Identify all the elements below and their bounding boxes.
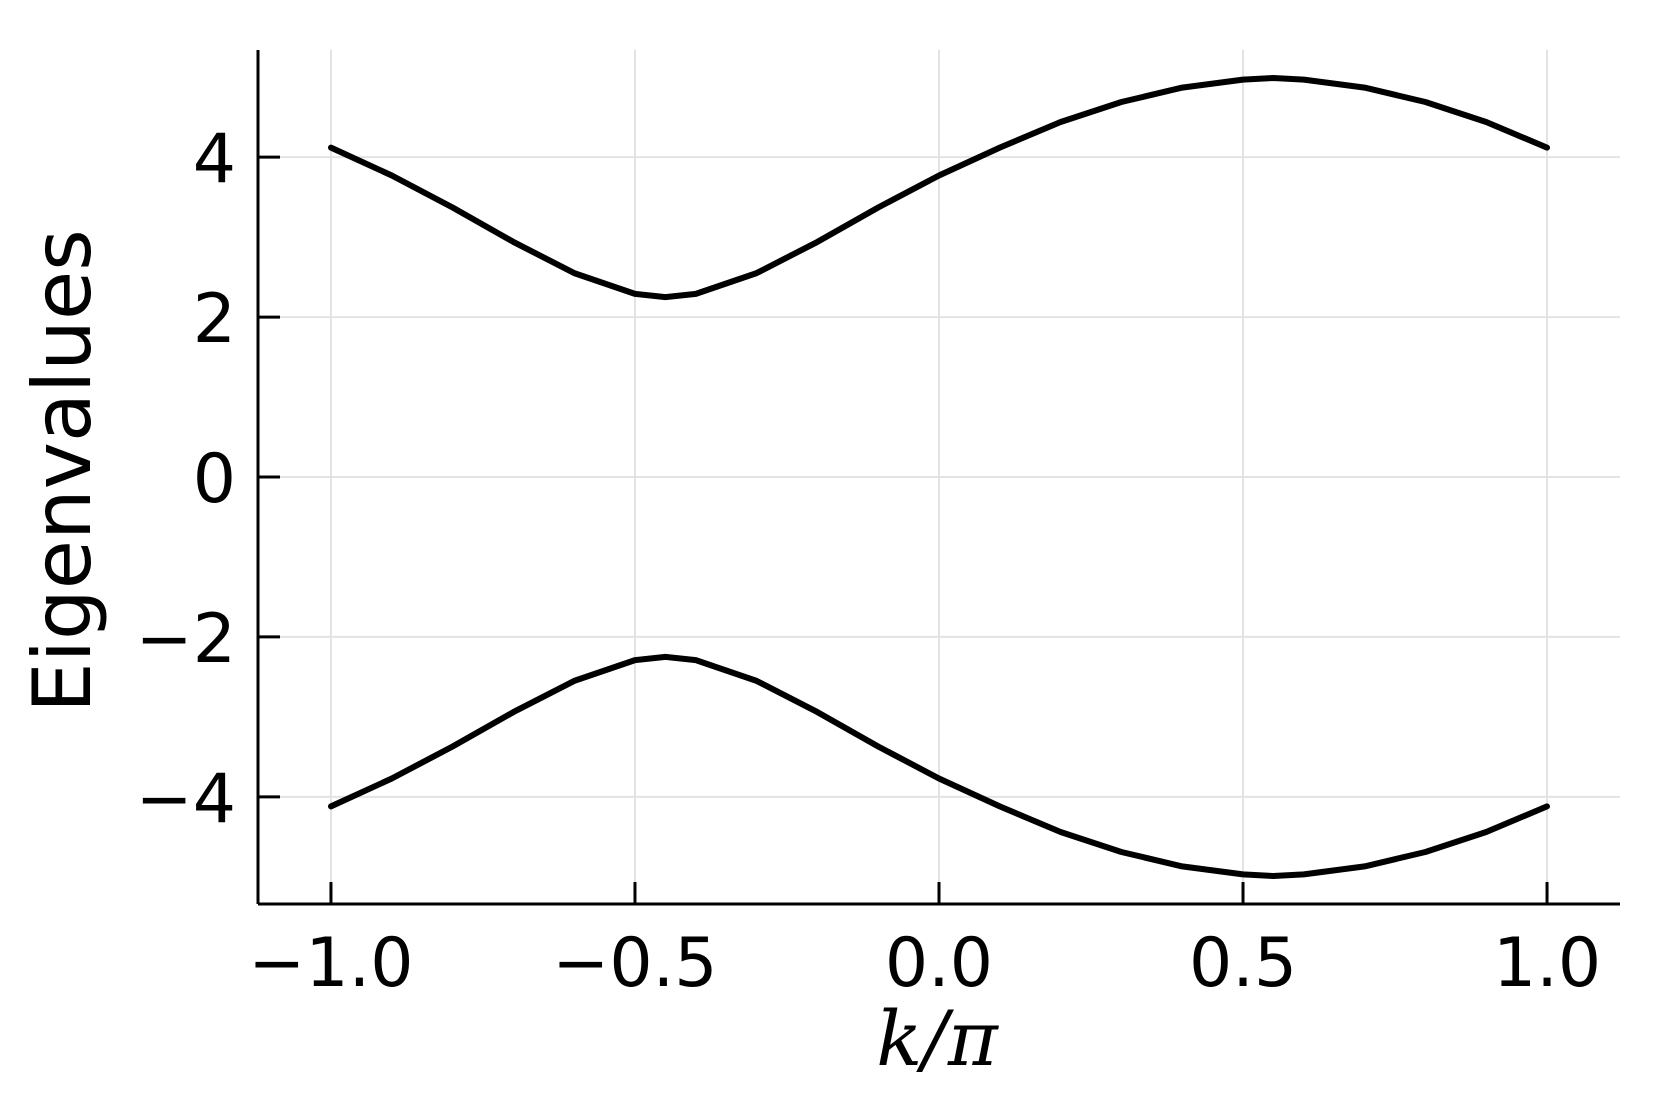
y-tick-label-4: 4 bbox=[193, 120, 236, 199]
x-tick-label-1: −0.5 bbox=[552, 924, 717, 1003]
y-axis-title: Eigenvalues bbox=[16, 229, 109, 713]
ticks: −1.0 −0.5 0.0 0.5 1.0 −4 −2 0 2 4 bbox=[136, 120, 1601, 1003]
series-layer bbox=[328, 75, 1550, 879]
y-tick-label-1: −2 bbox=[136, 600, 236, 679]
series-line-1 bbox=[328, 653, 1550, 879]
series-line-0 bbox=[328, 75, 1550, 301]
grid bbox=[258, 50, 1620, 904]
y-tick-label-2: 0 bbox=[193, 440, 236, 519]
x-axis-title: k/π bbox=[876, 994, 1000, 1083]
x-tick-label-2: 0.0 bbox=[885, 924, 993, 1003]
x-tick-label-4: 1.0 bbox=[1493, 924, 1601, 1003]
y-tick-label-3: 2 bbox=[193, 280, 236, 359]
x-tick-label-3: 0.5 bbox=[1189, 924, 1297, 1003]
y-tick-label-0: −4 bbox=[136, 760, 236, 839]
x-tick-label-0: −1.0 bbox=[248, 924, 413, 1003]
